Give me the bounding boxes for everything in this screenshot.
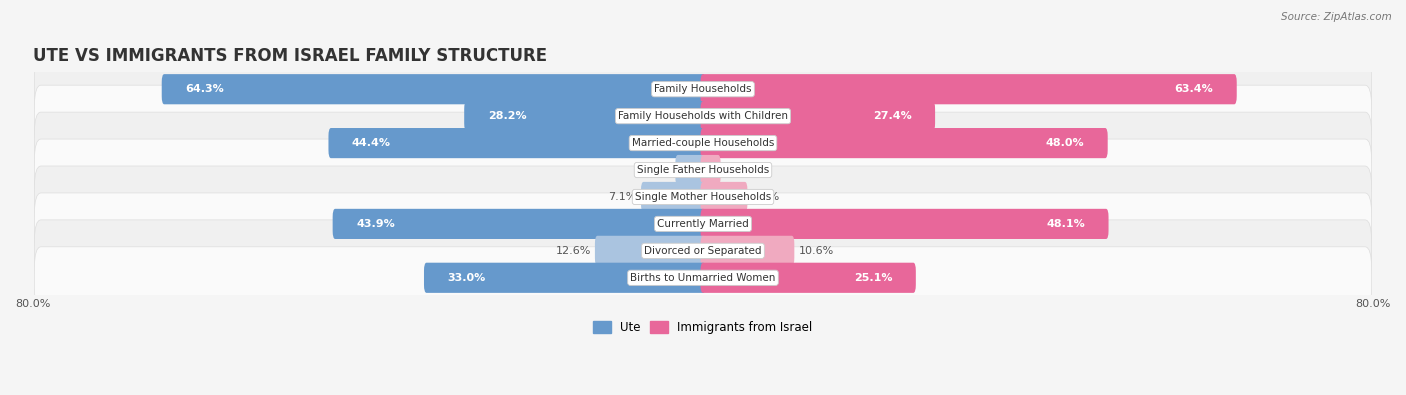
FancyBboxPatch shape	[34, 166, 1372, 228]
Text: 27.4%: 27.4%	[873, 111, 911, 121]
FancyBboxPatch shape	[464, 101, 706, 131]
Text: Family Households with Children: Family Households with Children	[619, 111, 787, 121]
FancyBboxPatch shape	[333, 209, 706, 239]
Text: Single Mother Households: Single Mother Households	[636, 192, 770, 202]
FancyBboxPatch shape	[34, 193, 1372, 255]
FancyBboxPatch shape	[700, 128, 1108, 158]
Text: UTE VS IMMIGRANTS FROM ISRAEL FAMILY STRUCTURE: UTE VS IMMIGRANTS FROM ISRAEL FAMILY STR…	[32, 47, 547, 65]
FancyBboxPatch shape	[34, 220, 1372, 282]
Text: 48.0%: 48.0%	[1046, 138, 1084, 148]
Text: Married-couple Households: Married-couple Households	[631, 138, 775, 148]
Text: 43.9%: 43.9%	[356, 219, 395, 229]
Text: 64.3%: 64.3%	[186, 84, 224, 94]
FancyBboxPatch shape	[162, 74, 706, 104]
Text: Currently Married: Currently Married	[657, 219, 749, 229]
Text: 10.6%: 10.6%	[799, 246, 834, 256]
FancyBboxPatch shape	[700, 209, 1108, 239]
FancyBboxPatch shape	[34, 85, 1372, 147]
FancyBboxPatch shape	[595, 236, 706, 266]
Text: Source: ZipAtlas.com: Source: ZipAtlas.com	[1281, 12, 1392, 22]
FancyBboxPatch shape	[700, 101, 935, 131]
Text: 3.0%: 3.0%	[643, 165, 671, 175]
FancyBboxPatch shape	[34, 112, 1372, 174]
Text: 28.2%: 28.2%	[488, 111, 526, 121]
FancyBboxPatch shape	[700, 236, 794, 266]
Text: 5.0%: 5.0%	[752, 192, 780, 202]
Text: Births to Unmarried Women: Births to Unmarried Women	[630, 273, 776, 283]
Text: Divorced or Separated: Divorced or Separated	[644, 246, 762, 256]
Text: 48.1%: 48.1%	[1046, 219, 1085, 229]
FancyBboxPatch shape	[675, 155, 706, 185]
Text: Single Father Households: Single Father Households	[637, 165, 769, 175]
Text: 25.1%: 25.1%	[853, 273, 893, 283]
Text: 7.1%: 7.1%	[609, 192, 637, 202]
Text: 33.0%: 33.0%	[447, 273, 485, 283]
Text: Family Households: Family Households	[654, 84, 752, 94]
FancyBboxPatch shape	[700, 155, 721, 185]
FancyBboxPatch shape	[700, 182, 748, 212]
FancyBboxPatch shape	[425, 263, 706, 293]
Text: 63.4%: 63.4%	[1174, 84, 1213, 94]
FancyBboxPatch shape	[641, 182, 706, 212]
Legend: Ute, Immigrants from Israel: Ute, Immigrants from Israel	[589, 316, 817, 339]
FancyBboxPatch shape	[700, 74, 1237, 104]
FancyBboxPatch shape	[34, 139, 1372, 201]
FancyBboxPatch shape	[700, 263, 915, 293]
Text: 12.6%: 12.6%	[555, 246, 591, 256]
Text: 44.4%: 44.4%	[352, 138, 391, 148]
FancyBboxPatch shape	[34, 247, 1372, 309]
FancyBboxPatch shape	[34, 58, 1372, 120]
Text: 1.8%: 1.8%	[724, 165, 754, 175]
FancyBboxPatch shape	[329, 128, 706, 158]
